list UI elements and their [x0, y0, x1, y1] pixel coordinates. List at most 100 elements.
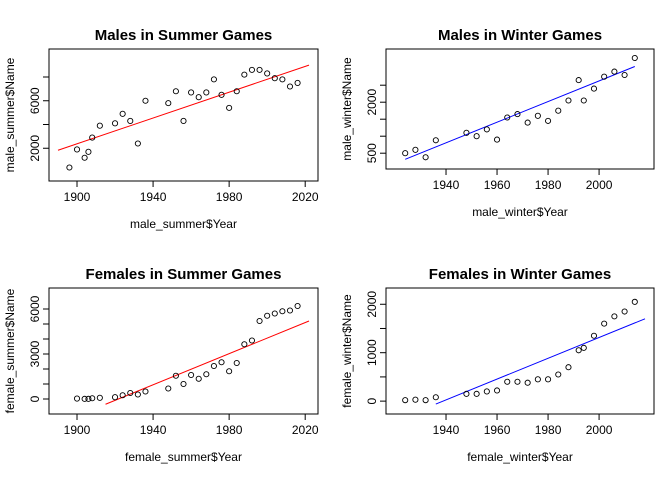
data-point: [89, 134, 96, 141]
data-point: [580, 344, 587, 351]
data-point: [294, 302, 301, 310]
data-point: [81, 154, 88, 161]
y-tick-label: 500: [365, 143, 379, 163]
data-point: [241, 341, 248, 348]
data-point: [621, 71, 628, 79]
data-point: [631, 54, 638, 62]
panel-3: Females in Summer Games 1900 1940 1980 2020 0…: [3, 266, 319, 464]
data-point: [534, 376, 541, 383]
data-point: [545, 117, 552, 124]
x-tick-label: 1940: [140, 423, 167, 437]
data-point: [172, 88, 179, 95]
x-axis-label: female_summer$Year: [125, 450, 242, 464]
y-tick-label: 6000: [28, 87, 42, 114]
data-point: [188, 89, 195, 96]
data-point: [473, 390, 480, 397]
data-point: [142, 97, 149, 104]
data-point: [279, 308, 286, 315]
data-point: [89, 395, 96, 402]
data-point: [402, 150, 409, 157]
data-point: [180, 380, 187, 388]
data-point: [241, 71, 248, 78]
data-point: [256, 317, 263, 325]
data-point: [483, 388, 490, 395]
data-point: [565, 364, 572, 371]
data-point: [134, 391, 141, 398]
data-point: [66, 164, 73, 171]
data-point: [590, 85, 598, 92]
y-tick-label: 2000: [365, 89, 379, 116]
x-tick-label: 1980: [216, 423, 243, 437]
x-tick-label: 1900: [64, 423, 91, 437]
data-point: [590, 332, 598, 339]
data-point: [279, 76, 286, 83]
data-point: [631, 298, 638, 305]
data-point: [463, 390, 470, 397]
data-point: [218, 91, 225, 98]
panel-title: Males in Winter Games: [438, 27, 602, 44]
y-tick-label: 0: [28, 395, 42, 402]
data-point: [81, 395, 88, 402]
data-point: [210, 362, 217, 370]
data-point: [611, 313, 618, 320]
data-point: [134, 140, 141, 147]
x-tick-label: 1940: [433, 423, 460, 437]
data-point: [565, 97, 572, 104]
y-axis-label: male_winter$Name: [340, 57, 354, 161]
data-point: [432, 394, 439, 401]
data-point: [127, 117, 134, 124]
data-point: [210, 76, 217, 83]
data-point: [555, 107, 562, 114]
x-tick-label: 1940: [433, 178, 460, 192]
y-axis-label: female_winter$Name: [340, 294, 354, 408]
data-point: [271, 75, 278, 82]
x-axis-label: female_winter$Year: [467, 450, 573, 464]
x-axis-label: male_winter$Year: [472, 205, 568, 219]
data-point: [218, 359, 225, 366]
data-point: [524, 119, 531, 126]
x-tick-label: 1960: [484, 178, 511, 192]
data-point: [493, 136, 501, 143]
data-point: [85, 148, 92, 155]
data-point: [203, 89, 210, 96]
data-point: [504, 378, 511, 385]
data-point: [111, 394, 119, 401]
data-point: [188, 371, 195, 379]
y-tick-label: 6000: [28, 295, 42, 322]
data-point: [422, 154, 429, 161]
data-point: [504, 114, 511, 121]
data-point: [601, 73, 608, 80]
y-axis-label: female_summer$Name: [3, 288, 17, 413]
data-point: [73, 146, 81, 153]
data-point: [524, 379, 531, 386]
data-point: [580, 97, 587, 104]
panel-4: Females in Winter Games 1940 1960 1980 2000 0…: [340, 266, 655, 464]
data-point: [119, 110, 126, 117]
data-point: [575, 77, 582, 84]
data-point: [226, 368, 233, 375]
x-tick-label: 1960: [484, 423, 511, 437]
data-point: [195, 94, 202, 101]
data-point: [85, 395, 92, 402]
plot-frame: [385, 287, 655, 415]
data-point: [142, 388, 149, 395]
data-point: [119, 392, 126, 399]
plot-frame: [48, 48, 319, 182]
data-point: [463, 129, 470, 136]
data-point: [601, 320, 608, 327]
data-point: [621, 308, 628, 315]
data-point: [165, 385, 172, 392]
data-point: [233, 359, 240, 367]
data-point: [248, 66, 256, 73]
data-point: [286, 83, 294, 90]
data-point: [180, 117, 187, 124]
data-point: [264, 312, 271, 319]
data-point: [233, 88, 240, 95]
data-point: [483, 126, 490, 133]
data-point: [271, 310, 278, 317]
y-tick-label: 2000: [365, 291, 379, 318]
data-point: [412, 146, 419, 153]
y-tick-label: 2000: [28, 135, 42, 162]
data-point: [264, 70, 271, 77]
data-point: [73, 395, 81, 402]
